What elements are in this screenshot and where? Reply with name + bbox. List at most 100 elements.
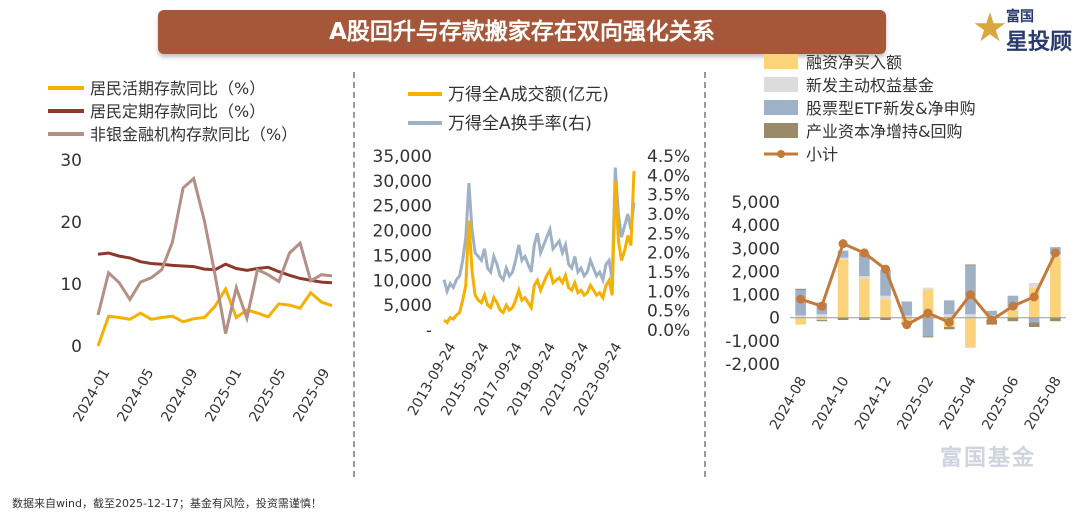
legend-label: 产业资本净增持&回购	[806, 122, 962, 141]
line-marker	[923, 308, 933, 318]
y-tick-label-left: 35,000	[373, 147, 432, 167]
y-tick-label-right: 4.0%	[647, 166, 690, 186]
bar-segment	[816, 320, 828, 322]
legend-label: 融资净买入额	[806, 53, 902, 72]
legend-label: 小计	[806, 145, 838, 164]
y-tick-label: -2,000	[725, 355, 780, 375]
legend-label: 万得全A换手率(右)	[448, 114, 592, 134]
legend-label: 非银金融机构存款同比（%）	[90, 125, 297, 144]
bar-segment	[880, 317, 891, 321]
y-tick-label: 3,000	[731, 239, 780, 259]
legend-marker	[777, 150, 785, 158]
bar-segment	[965, 314, 976, 318]
watermark-text: 富国基金	[940, 446, 1037, 471]
y-tick-label-right: 1.0%	[647, 282, 690, 302]
bar-segment	[1050, 317, 1061, 322]
bar-segment	[1007, 310, 1019, 318]
bar-segment	[965, 265, 976, 315]
bar-segment	[837, 317, 849, 321]
line-marker	[965, 290, 975, 300]
x-tick-label: 2025-02	[894, 374, 937, 433]
y-tick-label: 20	[60, 213, 82, 233]
legend-label: 万得全A成交额(亿元)	[448, 85, 609, 105]
series-line	[96, 285, 333, 347]
bar-segment	[859, 252, 870, 277]
line-marker	[1029, 292, 1039, 302]
series-line	[96, 175, 333, 334]
bar-segment	[922, 289, 934, 318]
legend-swatch	[764, 100, 798, 115]
logo-sub-text: 星投顾	[1006, 30, 1073, 55]
y-tick-label-right: 2.5%	[647, 224, 690, 244]
y-tick-label: 0	[769, 309, 780, 329]
y-tick-label: 4,000	[731, 216, 780, 236]
bar-segment	[859, 278, 870, 318]
line-marker	[817, 301, 827, 311]
logo-brand-text: 富国	[1006, 9, 1034, 25]
bar-segment	[1050, 257, 1061, 318]
bar-segment	[922, 287, 934, 290]
bar-segment	[901, 315, 913, 318]
line-marker	[1008, 301, 1018, 311]
bar-segment	[795, 315, 806, 318]
bar-segment	[880, 270, 891, 296]
bar-segment	[986, 310, 997, 316]
bar-segment	[922, 336, 934, 338]
bar-segment	[880, 299, 891, 318]
x-tick-label: 2025-04	[937, 374, 980, 433]
x-tick-label: 2024-08	[767, 374, 810, 433]
line-marker	[944, 317, 954, 327]
x-tick-label: 2024-10	[809, 374, 852, 433]
y-tick-label-left: 30,000	[373, 172, 432, 192]
bar-segment	[965, 317, 976, 348]
star-icon: ★	[972, 5, 1008, 51]
y-tick-label-right: 2.0%	[647, 244, 690, 264]
y-tick-label-left: -	[426, 321, 432, 341]
panel-divider-2	[704, 72, 706, 477]
line-marker	[838, 239, 848, 249]
y-tick-label-left: 20,000	[373, 222, 432, 242]
y-tick-label: 0	[71, 337, 82, 357]
bar-segment	[837, 250, 849, 258]
legend-label: 居民活期存款同比（%）	[90, 79, 265, 98]
bar-segment	[943, 314, 955, 318]
bar-segment	[901, 301, 913, 316]
y-tick-label-right: 4.5%	[647, 147, 690, 167]
bar-segment	[1028, 322, 1040, 327]
legend-label: 新发主动权益基金	[806, 76, 934, 95]
x-tick-label: 2024-12	[852, 374, 895, 433]
y-tick-label: -1,000	[725, 332, 780, 352]
legend-swatch	[764, 123, 798, 138]
y-tick-label-right: 3.0%	[647, 205, 690, 225]
bar-segment	[901, 317, 913, 323]
line-marker	[1050, 248, 1060, 258]
series-line	[443, 170, 636, 325]
y-tick-label: 10	[60, 275, 82, 295]
bar-segment	[795, 317, 806, 325]
y-tick-label: 5,000	[731, 193, 780, 213]
panel-divider-1	[353, 72, 355, 477]
bar-segment	[859, 317, 870, 321]
y-tick-label-right: 1.5%	[647, 263, 690, 283]
y-tick-label-right: 0.5%	[647, 302, 690, 322]
y-tick-label-right: 0.0%	[647, 321, 690, 341]
chart-title-banner: A股回升与存款搬家存在双向强化关系	[158, 10, 886, 54]
bar-segment	[922, 317, 934, 337]
bar-segment	[795, 288, 806, 290]
x-tick-label: 2025-08	[1022, 374, 1065, 433]
bar-segment	[1007, 295, 1019, 308]
y-tick-label-left: 5,000	[383, 296, 432, 316]
y-tick-label-left: 15,000	[373, 246, 432, 266]
line-marker	[987, 315, 997, 325]
legend-label: 股票型ETF新发&净申购	[806, 99, 976, 118]
series-line	[442, 167, 636, 297]
bar-segment	[1007, 317, 1019, 322]
x-tick-label: 2025-06	[979, 374, 1022, 433]
legend-swatch	[764, 54, 798, 69]
line-marker	[859, 248, 869, 258]
y-tick-label: 1,000	[731, 286, 780, 306]
bar-segment	[965, 264, 976, 266]
bar-segment	[880, 295, 891, 300]
